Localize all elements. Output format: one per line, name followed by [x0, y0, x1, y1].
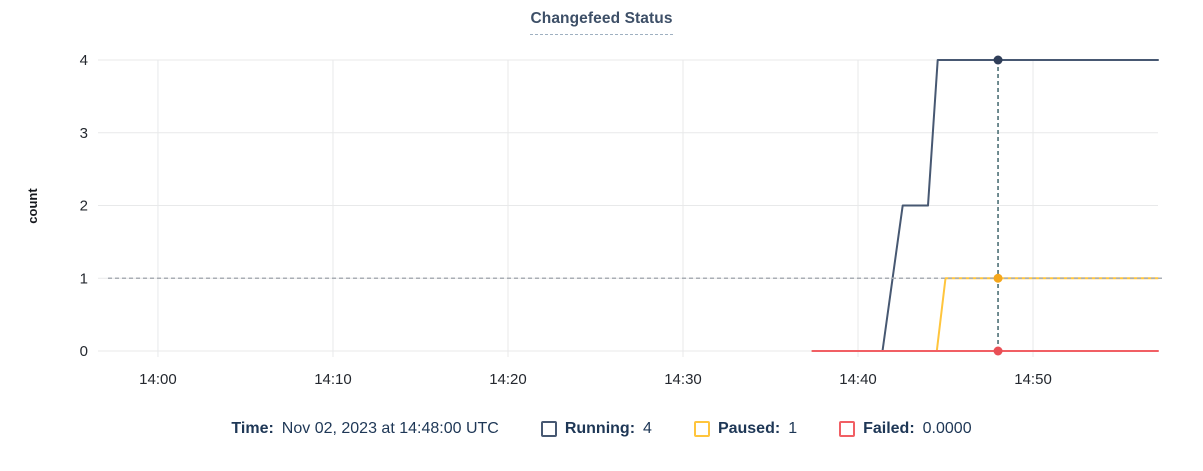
x-tick-label: 14:30: [664, 371, 702, 388]
hover-dot-failed: [993, 346, 1003, 356]
hover-dot-paused: [993, 273, 1003, 283]
failed-label: Failed:: [863, 420, 915, 437]
hover-dot-running: [993, 55, 1003, 65]
paused-value: 1: [788, 420, 798, 437]
running-value: 4: [643, 420, 652, 437]
failed-value: 0.0000: [922, 420, 972, 437]
y-axis-label: count: [25, 188, 40, 224]
changefeed-status-chart-canvas[interactable]: 0 1 2 3 4 14:00 14:10 14:20 14:30 14:40 14:50 count: [0, 0, 1203, 405]
paused-label: Paused:: [717, 420, 781, 437]
y-tick-label: 1: [80, 270, 88, 287]
failed-swatch-icon: [839, 421, 856, 437]
hover-legend: Time: Nov 02, 2023 at 14:48:00 UTC Runni…: [0, 420, 1203, 438]
x-tick-label: 14:20: [489, 371, 527, 388]
legend-item-running: Running: 4: [540, 420, 652, 438]
time-label: Time:: [231, 420, 274, 437]
chart-header: Changefeed Status: [0, 10, 1203, 35]
x-tick-label: 14:10: [314, 371, 352, 388]
chart-title[interactable]: Changefeed Status: [530, 10, 673, 35]
series-line-paused: [811, 277, 1159, 352]
legend-item-failed: Failed: 0.0000: [839, 420, 972, 438]
paused-swatch-icon: [693, 421, 710, 437]
y-tick-label: 4: [80, 52, 88, 69]
x-tick-label: 14:00: [139, 371, 177, 388]
y-tick-label: 0: [80, 343, 88, 360]
time-value: Nov 02, 2023 at 14:48:00 UTC: [281, 420, 499, 437]
running-label: Running:: [564, 420, 636, 437]
running-swatch-icon: [540, 421, 557, 437]
x-tick-label: 14:50: [1014, 371, 1052, 388]
legend-time: Time: Nov 02, 2023 at 14:48:00 UTC: [231, 420, 498, 438]
legend-item-paused: Paused: 1: [693, 420, 798, 438]
x-tick-label: 14:40: [839, 371, 877, 388]
y-tick-label: 3: [80, 125, 88, 142]
y-tick-label: 2: [80, 198, 88, 215]
